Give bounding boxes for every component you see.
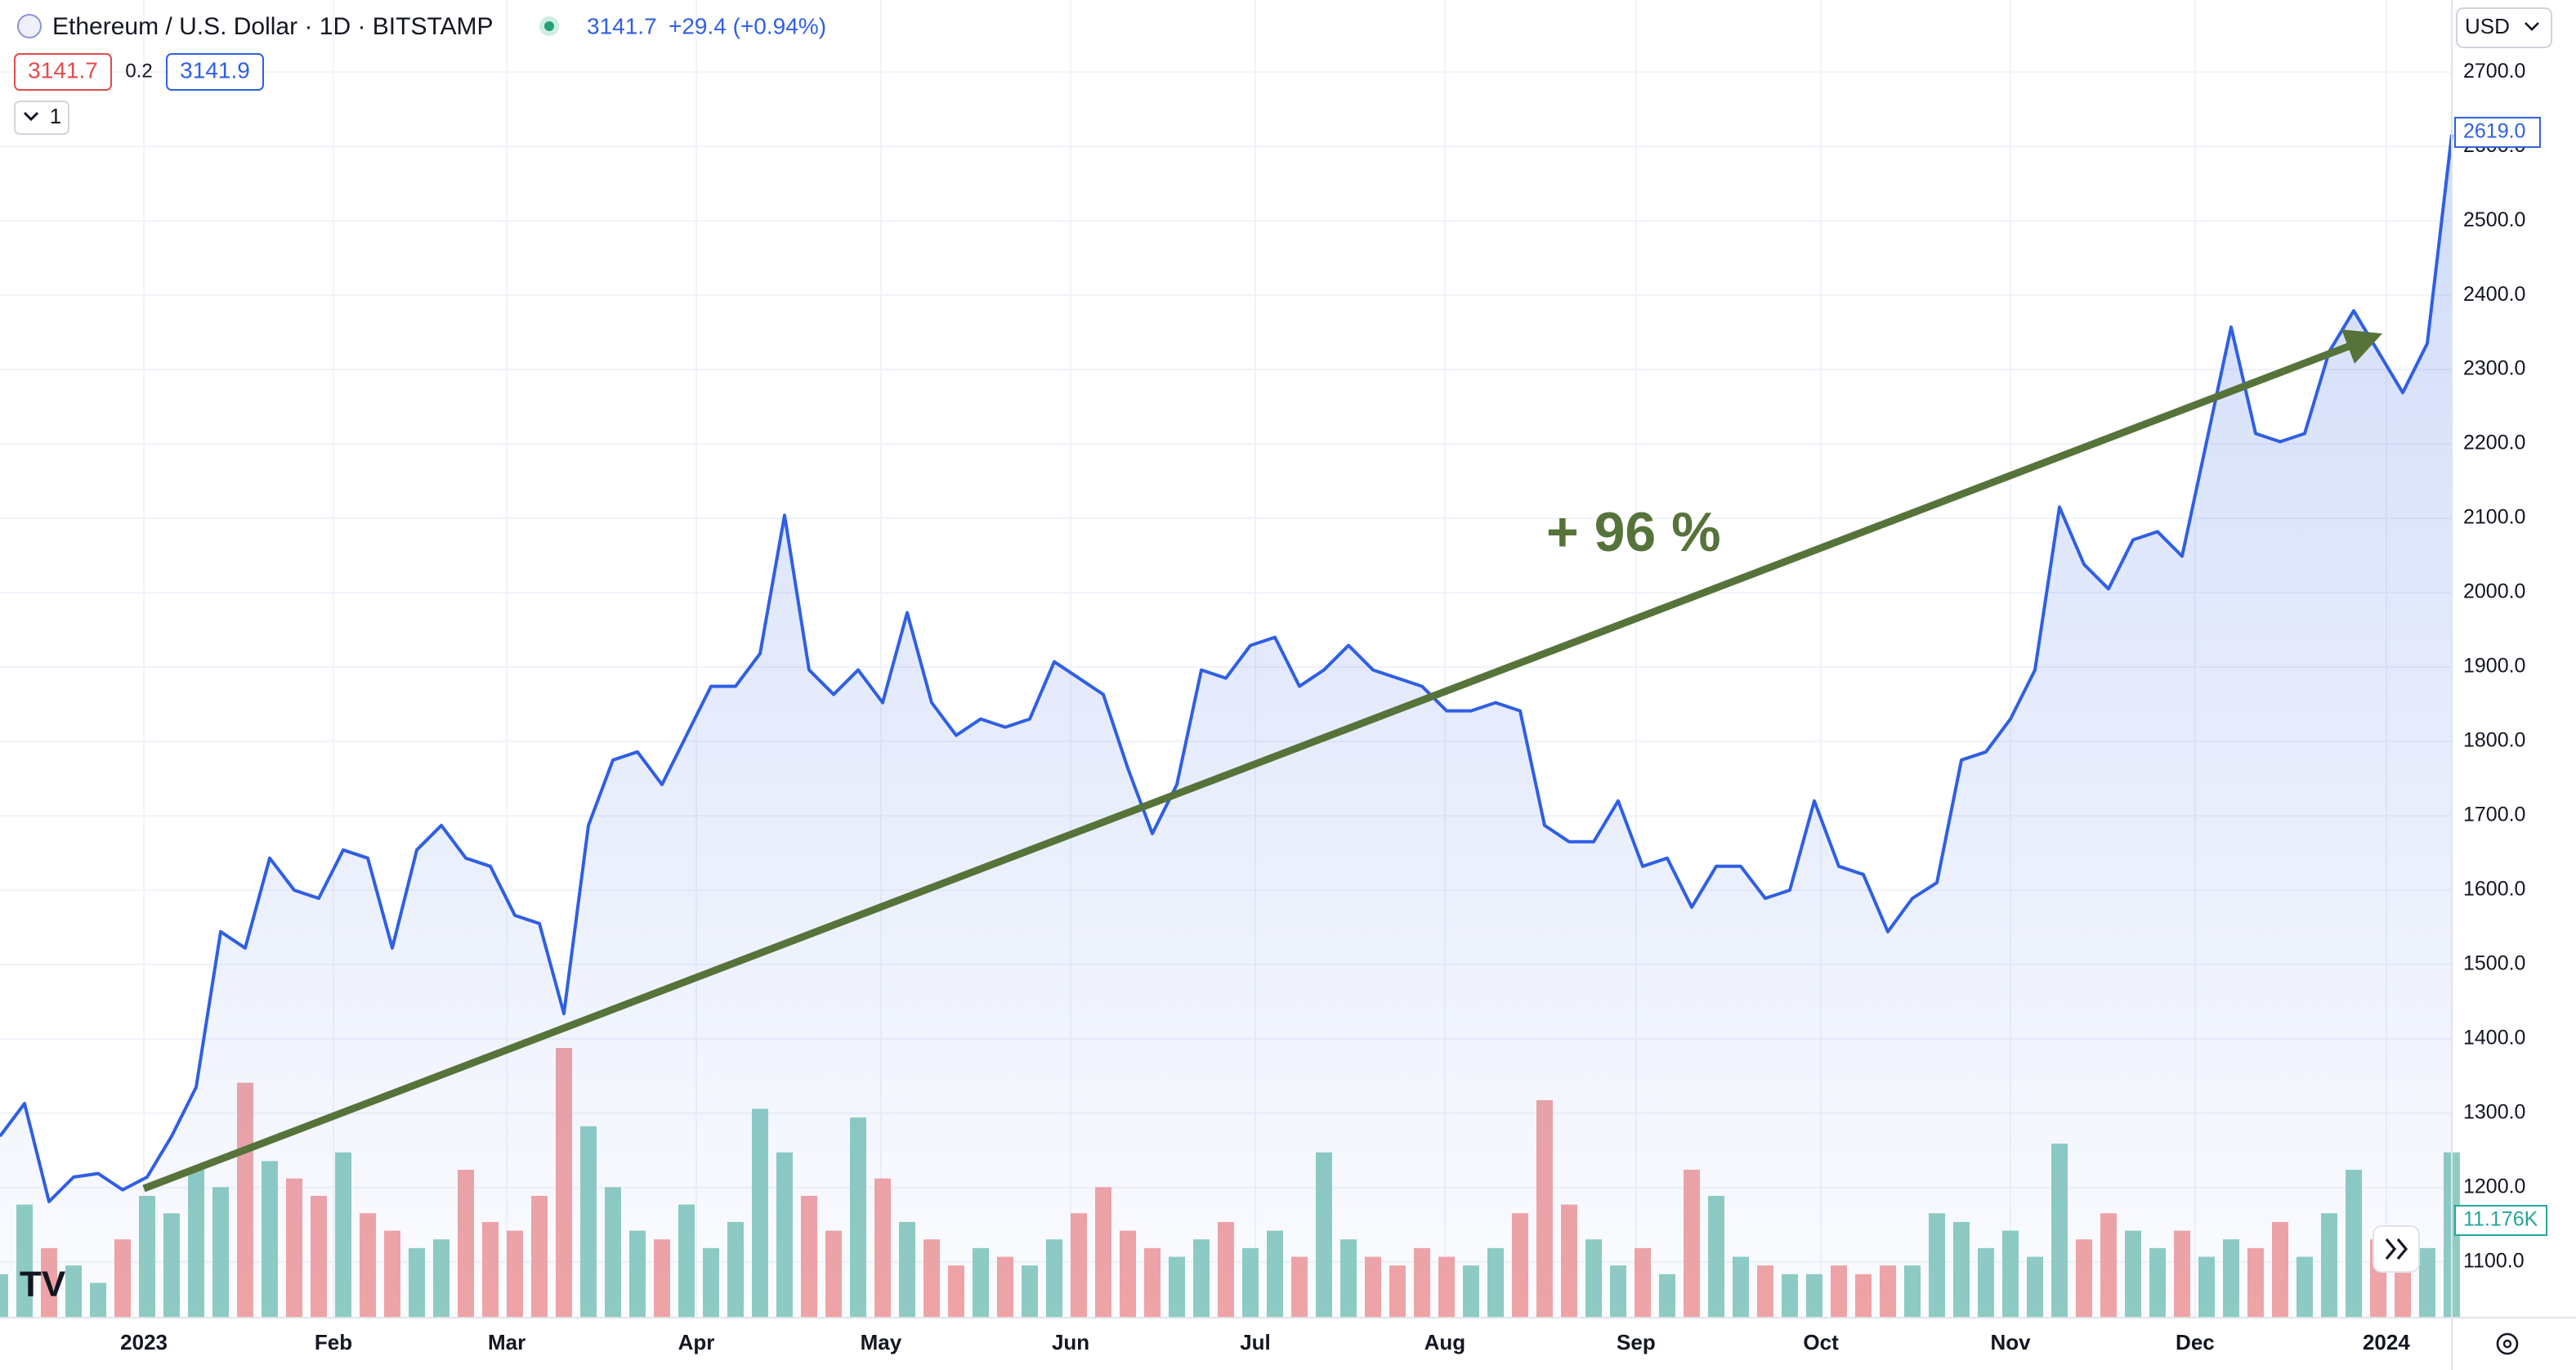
symbol-icon: [17, 14, 42, 38]
plot: [0, 134, 2453, 1319]
volume-label-box: [2454, 1205, 2547, 1237]
x-axis: 2023 Feb Mar Apr May Jun Jul Aug Sep Oct Nov Dec 202…: [120, 1330, 2410, 1354]
y-tick-label: 1600.0: [2463, 878, 2525, 901]
currency-button[interactable]: [2456, 7, 2552, 48]
x-tick-label: Nov: [1990, 1330, 2031, 1354]
price-line: [0, 134, 2453, 1203]
y-tick-label: 2300.0: [2463, 357, 2525, 380]
bid: 3141.7: [28, 57, 98, 83]
header: Ethereum / U.S. Dollar · 1D · BITSTAMP 3…: [14, 7, 2552, 135]
y-tick-label: 1800.0: [2463, 729, 2525, 752]
y-tick-label: 2400.0: [2463, 283, 2525, 306]
annotation: + 96 %: [1546, 501, 1721, 563]
status-dot-core: [544, 21, 554, 31]
x-tick-label: Jun: [1052, 1330, 1089, 1354]
bid-box[interactable]: [14, 53, 112, 91]
currency: USD: [2465, 14, 2510, 38]
settings-icon-core: [2502, 1339, 2512, 1349]
y-tick-label: 2500.0: [2463, 208, 2525, 231]
y-tick-label: 1900.0: [2463, 655, 2525, 678]
x-tick-label: Aug: [1424, 1330, 1466, 1354]
last-price: 3141.7: [587, 13, 657, 38]
y-tick-label: 2000.0: [2463, 580, 2525, 603]
x-tick-label: May: [861, 1330, 902, 1354]
x-tick-label: Oct: [1803, 1330, 1839, 1354]
collapse-button[interactable]: [14, 101, 69, 135]
y-tick-label: 1700.0: [2463, 804, 2525, 826]
y-axis: 1100.0 1200.0 1300.0 1400.0 1500.0 1600.0 1700…: [2463, 60, 2525, 1273]
x-tick-label: Feb: [315, 1330, 352, 1354]
settings-icon[interactable]: [2496, 1332, 2519, 1355]
spread: 0.2: [125, 60, 152, 82]
x-tick-label: Jul: [1240, 1330, 1271, 1354]
ask-box[interactable]: [166, 53, 264, 91]
y-tick-label: 1200.0: [2463, 1175, 2525, 1198]
x-tick-label: Mar: [488, 1330, 525, 1354]
logo: TV: [20, 1265, 66, 1305]
price-change: +29.4 (+0.94%): [669, 13, 826, 38]
y-tick-label: 1300.0: [2463, 1100, 2525, 1123]
scroll-icon: [2385, 1238, 2408, 1260]
x-tick-label: Apr: [678, 1330, 715, 1354]
volume-label: 11.176K: [2463, 1208, 2538, 1231]
currency-chevron: [2525, 22, 2539, 31]
y-tick-label: 1100.0: [2463, 1249, 2525, 1272]
y-tick-label: 2700.0: [2463, 60, 2525, 83]
ask: 3141.9: [180, 57, 250, 83]
x-tick-label: 2024: [2363, 1330, 2410, 1354]
last-price-label: 2619.0: [2463, 120, 2525, 143]
symbol-title: Ethereum / U.S. Dollar · 1D · BITSTAMP: [52, 13, 494, 40]
y-tick-label: 1400.0: [2463, 1026, 2525, 1049]
last-price-box: [2454, 116, 2541, 148]
price-area: [0, 134, 2452, 1319]
y-tick-label: 2100.0: [2463, 506, 2525, 529]
x-tick-label: 2023: [120, 1330, 168, 1354]
indicator-count: 1: [50, 104, 61, 128]
x-tick-label: Sep: [1617, 1330, 1656, 1354]
x-tick-label: Dec: [2176, 1330, 2215, 1354]
y-tick-label: 2200.0: [2463, 432, 2525, 454]
trend-arrow: [142, 329, 2383, 1193]
y-tick-label: 1500.0: [2463, 951, 2525, 974]
chevron: [23, 111, 39, 122]
